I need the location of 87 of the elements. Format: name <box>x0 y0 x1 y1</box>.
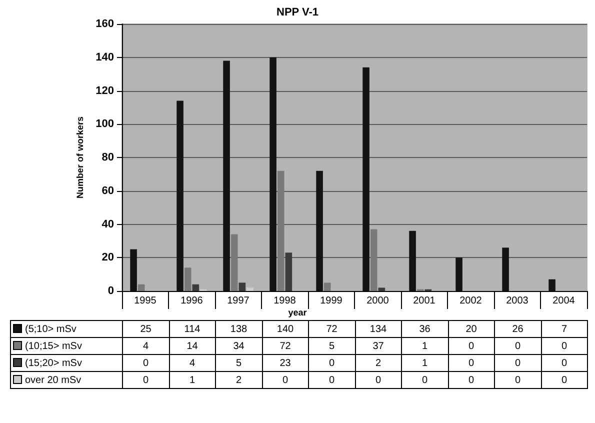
bar <box>502 248 509 291</box>
data-label: 5 <box>216 354 262 372</box>
x-tick-label: 1998 <box>274 296 296 306</box>
bar <box>223 60 230 291</box>
legend-label: over 20 mSv <box>25 374 82 386</box>
bar <box>230 234 238 291</box>
data-label: 14 <box>169 338 216 354</box>
x-tick-label: 1996 <box>180 296 204 306</box>
data-label: 26 <box>494 320 541 338</box>
y-axis-title: Number of workers <box>75 116 86 199</box>
data-label: 0 <box>494 338 541 354</box>
x-tick-label: 2000 <box>366 296 390 306</box>
bar <box>409 230 416 291</box>
x-tick-label: 2002 <box>460 296 482 306</box>
bar <box>138 284 145 291</box>
x-tick-label: 2001 <box>413 296 436 306</box>
bar <box>456 258 462 291</box>
bar <box>316 170 323 291</box>
data-label: 20 <box>448 320 494 338</box>
data-label: 138 <box>216 320 262 338</box>
bar <box>324 282 331 291</box>
data-label: 0 <box>494 354 541 372</box>
data-label: 0 <box>494 372 541 388</box>
x-tick-label: 2003 <box>506 296 529 306</box>
y-tick-label: 160 <box>96 18 114 30</box>
data-label: 0 <box>262 372 308 388</box>
chart-title: NPP V-1 <box>276 6 318 18</box>
data-label: 5 <box>308 338 355 354</box>
data-label: 114 <box>169 320 216 338</box>
bar <box>378 288 386 291</box>
data-label: 2 <box>355 354 402 372</box>
bar <box>130 249 137 291</box>
x-axis-title: year <box>288 308 308 318</box>
data-label: 0 <box>308 372 355 388</box>
bar <box>548 279 556 291</box>
data-label: 7 <box>541 320 588 338</box>
data-label: 0 <box>448 338 494 354</box>
x-tick-label: 1999 <box>320 296 343 306</box>
bar <box>370 229 378 291</box>
bar <box>285 252 292 291</box>
y-tick-label: 60 <box>102 184 114 197</box>
legend-label: (10;15> mSv <box>25 340 82 352</box>
data-label: 37 <box>355 338 402 354</box>
bar <box>176 100 184 291</box>
data-label: 36 <box>402 320 448 338</box>
data-label: 4 <box>122 338 169 354</box>
legend-label: (5;10> mSv <box>25 324 76 334</box>
data-label: 0 <box>541 338 588 354</box>
data-label: 0 <box>355 372 402 388</box>
data-label: 4 <box>169 354 216 372</box>
data-label: 0 <box>402 372 448 388</box>
bar <box>277 170 284 291</box>
x-tick-label: 1995 <box>134 296 157 306</box>
bar <box>270 57 276 291</box>
y-tick-label: 80 <box>102 152 114 164</box>
data-label: 1 <box>402 338 448 354</box>
data-label: 72 <box>308 320 355 338</box>
bar <box>238 282 246 291</box>
y-tick-label: 120 <box>96 84 114 97</box>
data-label: 0 <box>308 354 355 372</box>
data-label: 0 <box>541 354 588 372</box>
data-label: 2 <box>216 372 262 388</box>
y-tick-label: 140 <box>96 51 114 64</box>
data-label: 0 <box>448 372 494 388</box>
data-label: 0 <box>541 372 588 388</box>
y-tick-label: 20 <box>102 252 114 264</box>
data-label: 1 <box>169 372 216 388</box>
y-tick-label: 40 <box>102 218 114 230</box>
legend-label: (15;20> mSv <box>25 358 82 368</box>
data-label: 72 <box>262 338 308 354</box>
data-label: 0 <box>122 372 169 388</box>
data-label: 0 <box>448 354 494 372</box>
bar <box>184 268 192 291</box>
data-label: 0 <box>122 354 169 372</box>
data-label: 25 <box>122 320 169 338</box>
data-label: 134 <box>355 320 402 338</box>
x-tick-label: 1997 <box>227 296 250 306</box>
bar <box>362 67 370 291</box>
bar <box>246 288 254 291</box>
data-label: 140 <box>262 320 308 338</box>
y-tick-label: 100 <box>96 118 114 130</box>
x-tick-label: 2004 <box>552 296 576 306</box>
data-label: 23 <box>262 354 308 372</box>
data-label: 34 <box>216 338 262 354</box>
data-label: 1 <box>402 354 448 372</box>
bar <box>192 284 200 291</box>
y-tick-label: 0 <box>108 285 114 297</box>
